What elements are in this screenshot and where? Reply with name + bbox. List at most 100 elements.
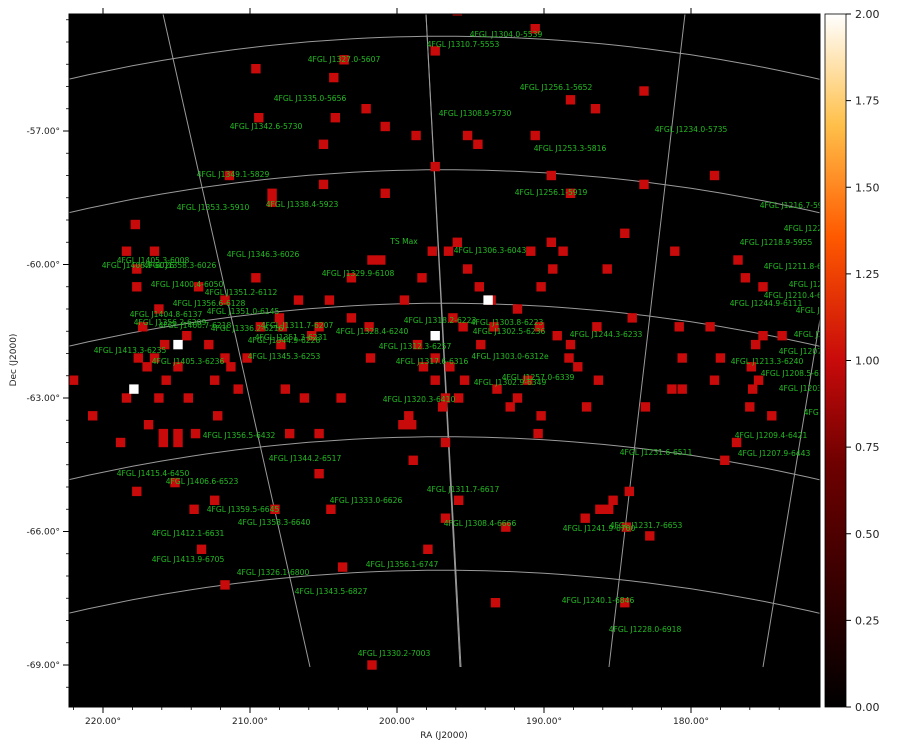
heatmap-pixel [621, 522, 631, 532]
heatmap-pixel [440, 513, 451, 523]
source-label: 4FGL J1400.7-6218 [159, 321, 232, 330]
colorbar-ticks: 0.00 0.25 0.50 0.75 1.00 1.25 1.50 1.75 2.00 [846, 8, 880, 714]
source-label: 4FGL J1412.1-6631 [152, 529, 225, 538]
source-label: 4FGL J1308.9-5730 [439, 109, 512, 118]
heatmap-pixel [161, 375, 171, 385]
heatmap-pixel [220, 295, 230, 305]
heatmap-pixel [640, 402, 651, 412]
source-label: 4FGL J1408.1-6145 [794, 330, 867, 339]
source-label: 4FGL J1310.7-5553 [427, 40, 500, 49]
source-label: 4FGL J1220.1-5923 [784, 224, 857, 233]
x-tick-label: 190.00° [526, 717, 562, 727]
heatmap-pixel [330, 113, 340, 123]
y-tick-label: -66.00° [26, 528, 60, 538]
heatmap-pixel [489, 322, 499, 332]
heatmap-pixel [505, 402, 515, 412]
colorbar-tick-label: 0.00 [855, 701, 880, 714]
heatmap-pixel [173, 437, 183, 448]
heatmap-pixel [276, 339, 286, 350]
heatmap-pixel [767, 411, 777, 421]
heatmap-pixel [751, 339, 761, 350]
heatmap-pixel [143, 420, 154, 430]
heatmap-pixel [267, 197, 277, 207]
heatmap-pixel [777, 331, 787, 341]
colorbar-tick-label: 2.00 [855, 8, 880, 21]
source-label: 4FGL J1311.7-6207 [261, 321, 334, 330]
heatmap-pixel [627, 313, 637, 323]
colorbar-tick-label: 0.75 [855, 441, 880, 454]
heatmap-pixel [133, 353, 143, 363]
heatmap-pixel [427, 246, 437, 256]
heatmap-pixel [677, 353, 687, 363]
heatmap-pixel [210, 375, 220, 385]
heatmap-pixel [293, 295, 304, 305]
heatmap-pixel [448, 313, 458, 323]
source-label: 4FGL J1312.3-6257 [379, 342, 452, 351]
heatmap-pixel [367, 660, 377, 670]
source-label: 4FGL J1256.1-5652 [520, 83, 593, 92]
heatmap-pixel [339, 55, 349, 65]
source-label: 4FGL J1356.1-6747 [366, 560, 439, 569]
source-label: 4FGL J1320.3-6410 [383, 395, 456, 404]
source-label: 4FGL J1413.3-6235 [94, 346, 167, 355]
heatmap-pixel [430, 331, 440, 341]
heatmap-pixel [709, 170, 720, 181]
heatmap-pixel [490, 598, 501, 608]
heatmap-pixel [404, 411, 414, 421]
y-tick-label: -63.00° [26, 394, 60, 404]
source-label: 4FGL J1344.2-6517 [269, 454, 342, 463]
heatmap-pixel [314, 322, 324, 332]
heatmap-pixel [132, 282, 142, 292]
colorbar-tick-label: 1.75 [855, 95, 880, 108]
colorbar-tick-label: 0.25 [855, 614, 880, 627]
heatmap-pixel [452, 237, 462, 247]
source-label: 4FGL J1413.9-6705 [152, 555, 225, 564]
source-label: 4FGL J1210.4-6121 [764, 291, 837, 300]
heatmap-pixel [620, 598, 630, 608]
heatmap-pixel [183, 393, 193, 403]
y-tick-label: -69.00° [26, 661, 60, 671]
source-label: 4FGL J1241.9-6700 [563, 524, 636, 533]
heatmap-pixel [740, 273, 751, 283]
source-label: 4FGL J1343.5-6827 [295, 587, 368, 596]
heatmap-pixel [440, 393, 451, 403]
heatmap-pixel [242, 353, 252, 363]
source-label: 4FGL J1240.1-6846 [562, 596, 635, 605]
heatmap-pixel [552, 331, 562, 341]
heatmap-pixel [361, 104, 371, 114]
source-label: 4FGL J1358.3-6026 [144, 261, 217, 270]
heatmap-pixel [443, 246, 454, 256]
x-tick-label: 220.00° [85, 717, 121, 727]
source-label: 4FGL J1218.9-5955 [740, 238, 813, 247]
x-axis: 220.00° 210.00° 200.00° 190.00° 180.00° [73, 8, 780, 727]
heatmap-pixel [173, 428, 183, 439]
source-label: 4FGL J1326.1-6800 [237, 568, 310, 577]
heatmap-pixel [753, 375, 764, 385]
source-label: 4FGL J1359.5-6645 [207, 505, 280, 514]
heatmap-pixel [430, 161, 440, 172]
heatmap-pixel [608, 495, 618, 505]
heatmap-pixel [715, 353, 726, 363]
grid-line-dec [69, 436, 820, 481]
source-label: 4FGL J1342.6-5730 [230, 122, 303, 131]
source-label: 4FGL J1302.5-6236 [473, 327, 546, 336]
heatmap-pixel [548, 264, 558, 274]
heatmap-pixel [492, 384, 502, 394]
heatmap-pixel [220, 580, 230, 590]
source-label: 4FGL J1303.8-6223 [471, 318, 544, 327]
heatmap-pixel [299, 393, 310, 403]
source-label: 4FGL J1345.3-6253 [248, 352, 321, 361]
heatmap-pixel [709, 375, 720, 385]
source-label: 4FGL J1346.3-6026 [227, 250, 300, 259]
source-label: 4FGL J1353.3-5910 [177, 203, 250, 212]
heatmap-pixel [307, 331, 317, 341]
heatmap-pixel [564, 353, 574, 363]
heatmap-pixel [565, 95, 576, 105]
source-label: 4FGL J1405.3-6236 [152, 357, 225, 366]
heatmap-pixel [590, 104, 601, 114]
heatmap-pixel [501, 522, 511, 532]
plot-frame [68, 13, 821, 708]
heatmap-pixel [224, 170, 235, 181]
heatmap-pixel [129, 384, 139, 394]
heatmap-pixel [204, 339, 214, 350]
